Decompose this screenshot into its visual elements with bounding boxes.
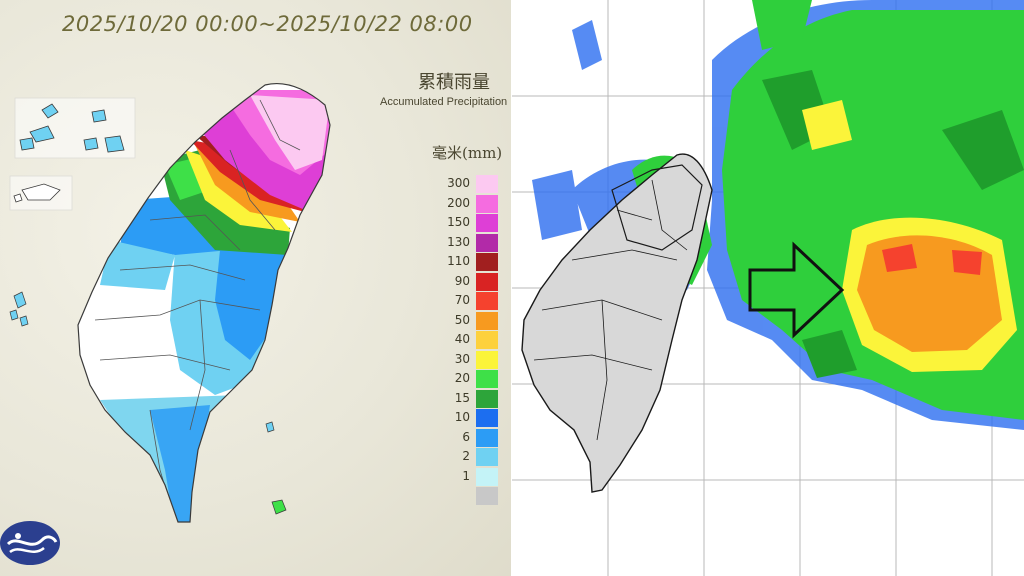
legend-swatch [476, 428, 498, 447]
precipitation-legend: 300 200 150 130 110 90 70 50 40 30 20 15 10 6 2 1 [446, 174, 506, 506]
north-taiwan-outline [611, 164, 703, 251]
legend-row: 90 [446, 272, 506, 292]
taiwan-rainfall-map [9, 82, 331, 523]
legend-swatch [476, 389, 498, 408]
time-range-title: 2025/10/20 00:00~2025/10/22 08:00 [62, 12, 473, 36]
legend-value: 30 [454, 351, 470, 366]
legend-row: 10 [446, 408, 506, 428]
matsu-islands [14, 97, 136, 159]
legend-swatch [476, 331, 498, 349]
radar-echo-moderate-dark [762, 70, 1024, 378]
rain-zone-nw-cyan [100, 240, 175, 290]
penghu-islands [9, 291, 29, 327]
legend-value: 150 [447, 215, 470, 229]
legend-value: 110 [447, 254, 470, 268]
cwa-logo-icon [0, 521, 60, 565]
legend-swatch [476, 487, 498, 505]
legend-row: 70 [446, 291, 506, 311]
legend-value: 90 [454, 273, 470, 288]
radar-composite-panel [512, 0, 1024, 576]
legend-title-en: Accumulated Precipitation [380, 96, 508, 108]
legend-row: 150 [446, 213, 506, 233]
taiwan-landmass [521, 153, 713, 493]
right-arrow-icon [748, 241, 845, 339]
legend-value: 40 [454, 332, 470, 346]
legend-row: 40 [446, 330, 506, 350]
legend-value: 6 [462, 429, 470, 444]
orchid-island [271, 499, 287, 515]
rain-zone-east-deep [215, 250, 288, 360]
legend-title-zh: 累積雨量 [418, 72, 490, 93]
legend-row: 6 [446, 428, 506, 448]
legend-swatch [476, 311, 498, 330]
green-island [265, 421, 275, 433]
precipitation-map-panel: 2025/10/20 00:00~2025/10/22 08:00 [0, 0, 512, 576]
kinmen-islands [9, 175, 73, 211]
legend-swatch [476, 370, 498, 388]
legend-row [446, 486, 506, 506]
legend-row: 2 [446, 447, 506, 467]
legend-row: 50 [446, 311, 506, 331]
legend-value: 10 [454, 410, 470, 424]
legend-swatch [476, 253, 498, 271]
legend-row: 1 [446, 467, 506, 487]
legend-swatch [476, 214, 498, 232]
taiwan-outline [77, 82, 331, 523]
legend-row: 110 [446, 252, 506, 272]
legend-value: 15 [454, 390, 470, 405]
rain-zone-light-pink [250, 95, 330, 170]
legend-value: 130 [447, 234, 470, 249]
legend-swatch [476, 448, 498, 466]
radar-echo-severe [882, 244, 982, 275]
legend-swatch [476, 272, 498, 291]
legend-value: 70 [454, 293, 470, 307]
legend-swatch [476, 350, 498, 369]
legend-value: 300 [447, 176, 470, 190]
radar-map [512, 0, 1024, 576]
legend-value: 20 [454, 371, 470, 385]
legend-swatch [476, 409, 498, 427]
legend-swatch [476, 292, 498, 310]
legend-row: 15 [446, 389, 506, 409]
radar-county-boundaries [533, 179, 688, 441]
legend-swatch [476, 233, 498, 252]
legend-unit: 毫米(mm) [432, 144, 503, 162]
legend-row: 300 [446, 174, 506, 194]
legend-value: 50 [454, 312, 470, 327]
legend-row: 30 [446, 350, 506, 370]
legend-value: 1 [462, 468, 470, 483]
legend-swatch [476, 175, 498, 193]
legend-value: 200 [447, 195, 470, 210]
legend-swatch [476, 194, 498, 213]
legend-swatch [476, 467, 498, 486]
legend-value: 2 [462, 449, 470, 463]
legend-row: 200 [446, 194, 506, 214]
legend-row: 20 [446, 369, 506, 389]
legend-row: 130 [446, 233, 506, 253]
